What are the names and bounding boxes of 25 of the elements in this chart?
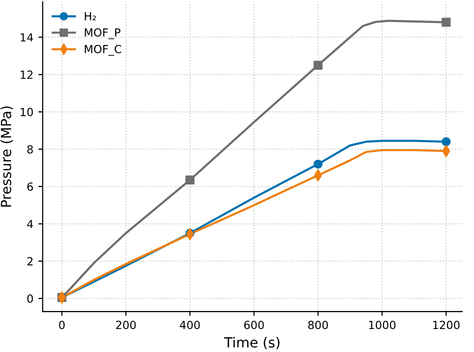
legend-label: H₂ — [84, 12, 96, 20]
y-tick-label: 12 — [20, 70, 33, 79]
x-tick-label: 200 — [116, 320, 136, 330]
point — [185, 175, 194, 184]
y-tick-label: 6 — [27, 182, 33, 191]
x-tick-label: 1000 — [369, 320, 396, 330]
legend-label: MOF_C — [84, 44, 122, 56]
y-tick-label: 10 — [20, 108, 33, 116]
point — [314, 60, 323, 70]
x-tick-label: 1200 — [433, 320, 460, 330]
point — [442, 137, 451, 146]
x-tick-label: 0 — [59, 320, 65, 330]
x-tick-label: 600 — [244, 320, 264, 330]
legend-label: MOF_P — [84, 28, 120, 40]
y-tick-label: 4 — [27, 220, 34, 228]
y-tick-label: 2 — [27, 257, 33, 266]
y-tick-label: 14 — [20, 33, 34, 42]
point — [442, 18, 451, 27]
y-tick-label: 0 — [27, 294, 33, 303]
x-tick-label: 800 — [308, 320, 328, 330]
x-tick-label: 400 — [180, 320, 200, 330]
point — [314, 160, 323, 169]
x-axis-title: Time (s) — [224, 336, 280, 350]
y-tick-label: 8 — [27, 145, 33, 154]
y-axis-title: Pressure (MPa) — [0, 106, 13, 207]
